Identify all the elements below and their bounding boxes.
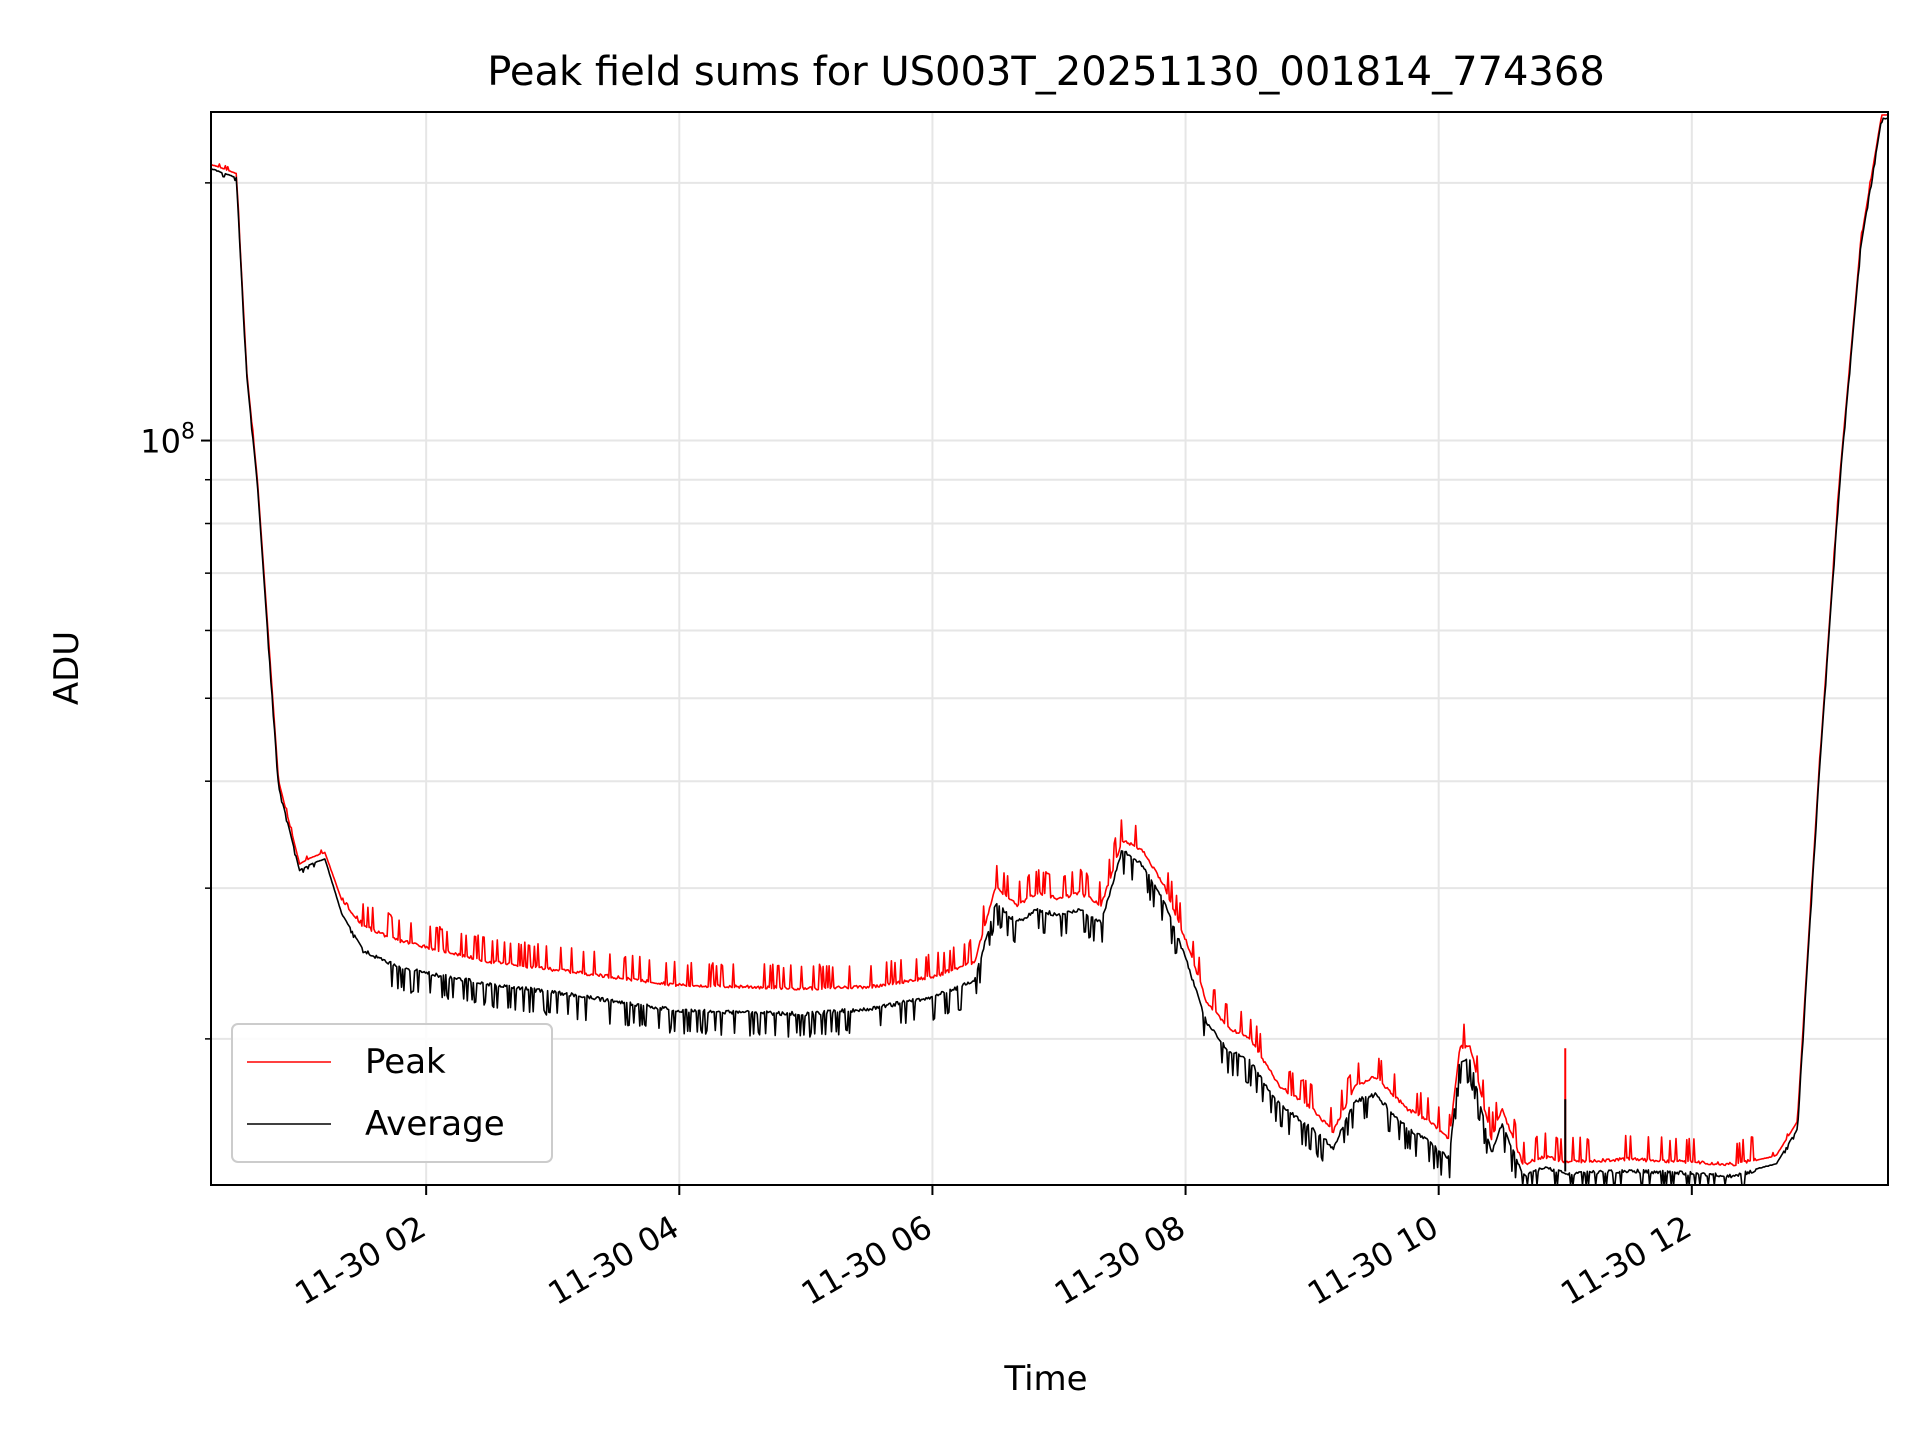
y-tick-label: 108 bbox=[140, 420, 195, 461]
legend-peak-label: Peak bbox=[365, 1042, 446, 1082]
legend-average-label: Average bbox=[365, 1104, 505, 1144]
legend: Peak Average bbox=[231, 1023, 553, 1163]
series-line-average bbox=[210, 117, 1889, 1186]
series-line-peak bbox=[210, 114, 1889, 1167]
plot-frame bbox=[210, 111, 1889, 1186]
y-axis-label: ADU bbox=[47, 631, 87, 705]
plot-lines bbox=[210, 114, 1889, 1186]
legend-box bbox=[231, 1023, 553, 1163]
grid bbox=[211, 112, 1888, 1185]
x-axis-label: Time bbox=[1003, 1359, 1087, 1399]
chart-title: Peak field sums for US003T_20251130_0018… bbox=[487, 49, 1605, 95]
